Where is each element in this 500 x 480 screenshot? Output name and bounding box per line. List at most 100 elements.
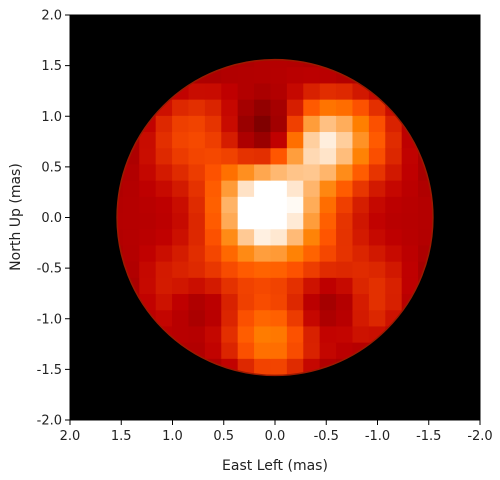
intensity-cell <box>237 66 255 84</box>
intensity-cell <box>417 228 433 246</box>
intensity-cell <box>269 212 287 230</box>
intensity-cell <box>204 82 222 100</box>
intensity-cell <box>368 99 386 116</box>
intensity-cell <box>368 244 386 262</box>
intensity-cell <box>171 180 189 197</box>
intensity-cell <box>384 147 402 165</box>
intensity-cell <box>171 131 189 149</box>
intensity-cell <box>171 196 189 214</box>
intensity-cell <box>351 228 369 246</box>
intensity-cell <box>253 309 271 327</box>
intensity-cell <box>401 277 419 295</box>
intensity-cell <box>204 163 222 181</box>
intensity-cell <box>302 131 320 149</box>
disk-limb <box>116 58 434 377</box>
intensity-cell <box>253 293 271 311</box>
intensity-cell <box>384 115 402 133</box>
intensity-cell <box>253 115 271 133</box>
intensity-cell <box>269 99 287 116</box>
intensity-cell <box>155 293 173 311</box>
intensity-cell <box>319 261 337 278</box>
intensity-cell <box>384 131 402 149</box>
intensity-cell <box>302 342 320 359</box>
intensity-cell <box>319 293 337 311</box>
intensity-cell <box>269 147 287 165</box>
intensity-cell <box>155 115 173 133</box>
intensity-cell <box>237 59 255 68</box>
intensity-cell <box>220 180 238 197</box>
intensity-cell <box>384 163 402 181</box>
intensity-cell <box>155 244 173 262</box>
intensity-cell <box>384 228 402 246</box>
intensity-cell <box>286 261 304 278</box>
intensity-cell <box>220 115 238 133</box>
intensity-cell <box>117 228 123 246</box>
intensity-cell <box>155 277 173 295</box>
y-tick-label: 1.5 <box>41 59 62 74</box>
intensity-cell <box>220 82 238 100</box>
y-tick-label: -1.5 <box>37 363 62 378</box>
intensity-cell <box>138 261 156 278</box>
intensity-cell <box>237 115 255 133</box>
intensity-cell <box>351 293 369 311</box>
intensity-cell <box>122 228 140 246</box>
intensity-cell <box>368 180 386 197</box>
y-axis-label: North Up (mas) <box>8 163 24 271</box>
intensity-cell <box>220 244 238 262</box>
intensity-cell <box>286 180 304 197</box>
intensity-cell <box>155 196 173 214</box>
intensity-cell <box>269 277 287 295</box>
intensity-cell <box>319 180 337 197</box>
intensity-cell <box>319 244 337 262</box>
intensity-cell <box>155 261 173 278</box>
intensity-cell <box>204 228 222 246</box>
intensity-cell <box>286 82 304 100</box>
intensity-cell <box>138 196 156 214</box>
intensity-cell <box>171 277 189 295</box>
intensity-cell <box>155 147 173 165</box>
intensity-cell <box>269 228 287 246</box>
intensity-cell <box>417 196 433 214</box>
intensity-cell <box>155 163 173 181</box>
intensity-cell <box>319 325 337 343</box>
intensity-cell <box>204 212 222 230</box>
intensity-cell <box>253 163 271 181</box>
intensity-cell <box>286 244 304 262</box>
intensity-cell <box>286 66 304 84</box>
intensity-cell <box>335 99 353 116</box>
intensity-cell <box>187 196 205 214</box>
intensity-cell <box>187 212 205 230</box>
intensity-cell <box>220 196 238 214</box>
intensity-cell <box>319 115 337 133</box>
x-tick-label: 0.0 <box>265 429 286 444</box>
intensity-cell <box>319 228 337 246</box>
intensity-cell <box>204 261 222 278</box>
intensity-cell <box>237 228 255 246</box>
intensity-cell <box>138 131 156 149</box>
intensity-cell <box>368 277 386 295</box>
intensity-cell <box>335 325 353 343</box>
intensity-cell <box>220 163 238 181</box>
intensity-cell <box>220 293 238 311</box>
intensity-cell <box>187 99 205 116</box>
y-tick-label: -0.5 <box>37 262 62 277</box>
intensity-cell <box>269 293 287 311</box>
intensity-cell <box>401 212 419 230</box>
intensity-cell <box>187 277 205 295</box>
intensity-cell <box>155 180 173 197</box>
intensity-cell <box>253 66 271 84</box>
intensity-cell <box>220 228 238 246</box>
intensity-cell <box>204 99 222 116</box>
intensity-cell <box>269 180 287 197</box>
intensity-cell <box>335 342 353 359</box>
intensity-cell <box>155 228 173 246</box>
intensity-cell <box>319 82 337 100</box>
intensity-cell <box>237 196 255 214</box>
intensity-cell <box>335 163 353 181</box>
intensity-cell <box>335 228 353 246</box>
intensity-cell <box>187 309 205 327</box>
intensity-cell <box>253 277 271 295</box>
intensity-cell <box>335 180 353 197</box>
intensity-cell <box>237 358 255 376</box>
intensity-cell <box>220 147 238 165</box>
